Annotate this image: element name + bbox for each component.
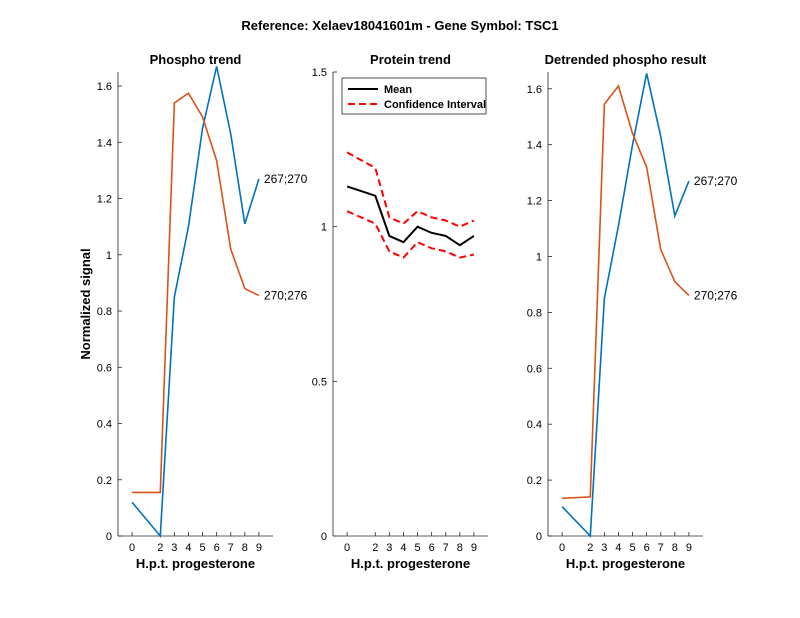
x-tick-label: 3	[171, 542, 177, 554]
y-tick-label: 1	[536, 251, 542, 263]
y-tick-label: 0.4	[527, 419, 542, 431]
x-tick-label: 9	[471, 542, 477, 554]
y-tick-label: 1.6	[97, 81, 112, 93]
x-tick-label: 8	[242, 542, 248, 554]
y-tick-label: 0.8	[527, 307, 542, 319]
x-tick-label: 3	[386, 542, 392, 554]
series-line-red	[346, 210, 475, 259]
x-tick-label: 5	[199, 542, 205, 554]
x-tick-label: 5	[629, 542, 635, 554]
x-tick-label: 4	[185, 542, 191, 554]
y-tick-label: 0.5	[312, 376, 327, 388]
y-axis-label: Normalized signal	[78, 248, 93, 359]
panel-1: 0 2 3 4 5 6 7 8 9 0 0.2 0.4 0.6 0.8 1 1.2 1.4 1.6 Phospho …	[78, 52, 308, 571]
panel-3: 0 2 3 4 5 6 7 8 9 0 0.2 0.4 0.6 0.8 1 1.2 1.4 1.6 Detrende…	[527, 52, 738, 571]
x-tick-label: 6	[214, 542, 220, 554]
y-tick-label: 0	[536, 531, 542, 543]
figure-suptitle: Reference: Xelaev18041601m - Gene Symbol…	[241, 18, 558, 33]
y-tick-label: 0.4	[97, 419, 112, 431]
series-line-red	[346, 151, 475, 228]
y-tick-label: 0	[106, 531, 112, 543]
x-tick-label: 0	[559, 542, 565, 554]
y-tick-label: 0.6	[527, 363, 542, 375]
x-tick-label: 9	[686, 542, 692, 554]
series-end-label: 270;276	[694, 289, 738, 303]
legend-box	[341, 77, 487, 115]
panel-title: Phospho trend	[150, 52, 242, 67]
y-tick-label: 1	[106, 250, 112, 262]
x-tick-label: 7	[658, 542, 664, 554]
legend-label: Confidence Interval	[384, 99, 486, 111]
panel-2: 0 2 3 4 5 6 7 8 9 0 0.5 1 1.5 Protein trend H.p.t. pro…	[312, 52, 488, 571]
x-tick-label: 2	[372, 542, 378, 554]
x-tick-label: 9	[256, 542, 262, 554]
x-axis-label: H.p.t. progesterone	[136, 556, 255, 571]
y-tick-label: 1.4	[527, 140, 542, 152]
x-axis-label: H.p.t. progesterone	[351, 556, 470, 571]
y-tick-label: 1	[321, 222, 327, 234]
panel-title: Detrended phospho result	[545, 52, 707, 67]
y-tick-label: 0.8	[97, 306, 112, 318]
x-tick-label: 8	[672, 542, 678, 554]
x-tick-label: 4	[400, 542, 406, 554]
x-tick-label: 0	[129, 542, 135, 554]
y-tick-label: 1.2	[527, 196, 542, 208]
x-tick-label: 8	[457, 542, 463, 554]
x-tick-label: 6	[644, 542, 650, 554]
series-end-label: 270;276	[264, 289, 308, 303]
x-tick-label: 3	[601, 542, 607, 554]
legend-label: Mean	[384, 84, 412, 96]
x-tick-label: 0	[344, 542, 350, 554]
y-tick-label: 1.2	[97, 194, 112, 206]
series-end-label: 267;270	[264, 172, 308, 186]
y-tick-label: 1.6	[527, 84, 542, 96]
x-tick-label: 7	[228, 542, 234, 554]
y-tick-label: 0.2	[527, 475, 542, 487]
x-tick-label: 2	[587, 542, 593, 554]
y-tick-label: 1.5	[312, 67, 327, 79]
x-axis-label: H.p.t. progesterone	[566, 556, 685, 571]
y-tick-label: 0.2	[97, 475, 112, 487]
x-tick-label: 7	[443, 542, 449, 554]
y-tick-label: 1.4	[97, 137, 112, 149]
x-tick-label: 4	[615, 542, 621, 554]
y-tick-label: 0.6	[97, 362, 112, 374]
y-tick-label: 0	[321, 531, 327, 543]
x-tick-label: 6	[429, 542, 435, 554]
x-tick-label: 5	[414, 542, 420, 554]
series-end-label: 267;270	[694, 174, 738, 188]
panel-title: Protein trend	[370, 52, 451, 67]
x-tick-label: 2	[157, 542, 163, 554]
